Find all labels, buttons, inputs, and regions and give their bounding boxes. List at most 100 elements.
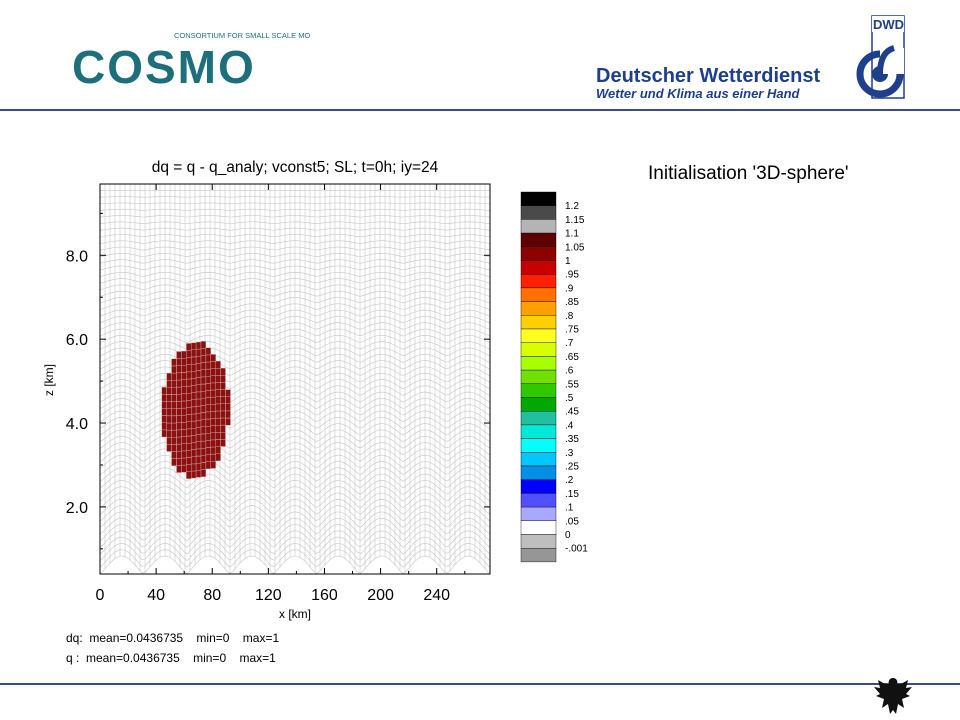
tracer-cell [200,341,207,349]
tracer-cell [210,368,216,376]
tracer-cell [205,390,211,398]
tracer-cell [210,404,216,412]
tracer-cell [215,439,221,447]
tracer-cell [205,461,211,470]
colorbar-swatch [520,479,557,494]
colorbar-label: .1 [565,503,574,514]
tracer-cell [186,428,192,437]
tracer-cell [171,365,177,374]
tracer-cell [171,429,177,438]
tracer-cell [195,348,202,357]
tracer-cell [186,364,192,373]
tracer-cell [176,394,182,402]
tracer-cell [181,464,187,473]
colorbar-label: .75 [565,325,579,336]
tracer-cell [200,405,207,413]
colorbar-label: .65 [565,352,579,363]
colorbar-label: .35 [565,434,579,445]
tracer-cell [186,443,192,451]
tracer-cell [205,418,211,427]
tracer-cell [225,403,231,412]
tracer-cell [200,462,207,470]
tracer-cell [176,386,182,395]
colorbar-swatch [520,534,557,549]
colorbar-swatch [520,315,557,330]
colorbar-swatch [520,191,557,206]
tracer-cell [215,375,221,383]
tracer-cell [220,403,226,412]
tracer-cell [215,410,221,419]
tracer-cell [181,393,187,402]
colorbar-swatch [520,301,557,316]
tracer-cell [176,415,182,423]
colorbar-swatch [520,397,557,412]
tracer-cell [181,457,187,466]
tracer-cell [166,408,172,417]
tracer-cell [215,446,221,455]
tracer-cell [186,414,192,423]
colorbar-label: .3 [565,448,574,459]
x-axis-label: x [km] [279,607,311,621]
tracer-cell [186,407,192,415]
tracer-cell [195,470,202,478]
stats-dq: dq: mean=0.0436735 min=0 max=1 [66,631,279,645]
colorbar-swatch [520,246,557,261]
tracer-cell [195,406,202,414]
tracer-cell [181,357,187,366]
tracer-cell [215,432,221,440]
tracer-cell [215,368,221,376]
tracer-cell [200,376,207,385]
colorbar-swatch [520,493,557,508]
tracer-cell [171,358,177,367]
tracer-cell [210,354,216,362]
chart-title: dq = q - q_analy; vconst5; SL; t=0h; iy=… [152,159,439,176]
tracer-cell [210,461,216,469]
tracer-cell [186,378,192,387]
tracer-cell [161,408,167,416]
tracer-cell [190,413,197,422]
tracer-cell [171,372,177,381]
tracer-cell [171,422,177,431]
tracer-cell [210,425,216,434]
tracer-sphere [161,341,231,480]
tracer-cell [205,361,211,370]
tracer-cell [166,415,172,424]
tracer-cell [176,465,182,473]
slide-subtitle: Initialisation '3D-sphere' [648,163,849,184]
tracer-cell [166,401,172,409]
colorbar-label: 1.05 [565,242,585,253]
tracer-cell [215,382,221,390]
tracer-cell [171,394,177,402]
tracer-cell [205,454,211,463]
tracer-cell [166,387,172,395]
tracer-cell [171,401,177,409]
tracer-cell [186,357,192,365]
y-tick-label: 8.0 [66,248,88,265]
colorbar-label: .9 [565,283,574,294]
tracer-cell [166,437,172,445]
tracer-cell [171,444,177,452]
tracer-cell [200,369,207,378]
tracer-cell [215,360,221,369]
tracer-cell [195,391,202,400]
tracer-cell [176,365,182,373]
tracer-cell [176,358,182,366]
tracer-cell [220,410,226,419]
tracer-cell [200,440,207,449]
tracer-cell [190,442,197,450]
colorbar-label: .5 [565,393,574,404]
y-axis: 2.0 4.0 6.0 8.0 [66,212,490,550]
tracer-cell [195,341,202,350]
tracer-cell [200,433,207,442]
colorbar-label: 1 [565,256,571,267]
tracer-cell [200,398,207,406]
tracer-cell [181,365,187,373]
colorbar-label: .7 [565,338,574,349]
tracer-cell [176,351,182,359]
tracer-cell [186,400,192,408]
tracer-cell [181,407,187,416]
colorbar-label: .05 [565,516,579,527]
tracer-cell [190,378,197,386]
tracer-cell [195,363,202,371]
tracer-cell [200,355,207,363]
